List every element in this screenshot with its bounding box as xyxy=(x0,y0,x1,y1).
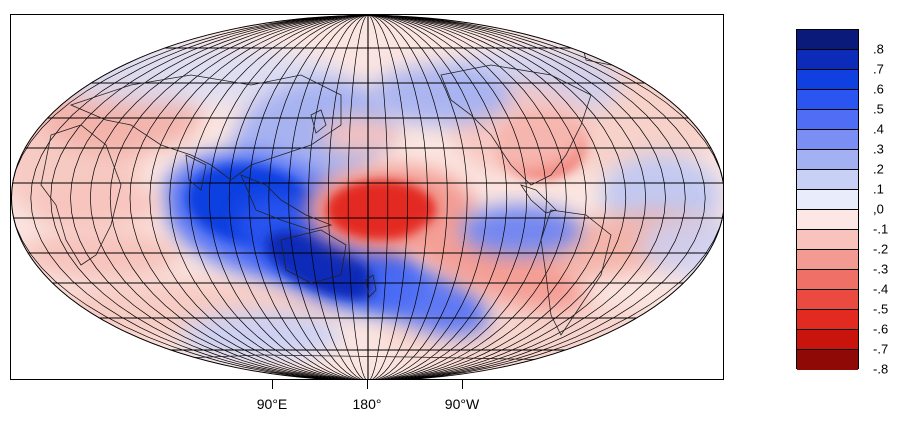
colorbar-cell xyxy=(797,290,858,310)
colorbar xyxy=(796,29,859,370)
colorbar-label: -.4 xyxy=(873,281,889,297)
colorbar-label: .4 xyxy=(873,121,884,137)
colorbar-label: .8 xyxy=(873,41,884,57)
meridian-line xyxy=(367,15,547,379)
colorbar-label: -.7 xyxy=(873,341,889,357)
meridian-line xyxy=(367,15,723,379)
meridian-line xyxy=(367,15,706,379)
colorbar-label: -.2 xyxy=(873,241,889,257)
world-map xyxy=(10,14,724,380)
colorbar-cell xyxy=(797,270,858,290)
colorbar-cell xyxy=(797,190,858,210)
colorbar-cell xyxy=(797,330,858,350)
colorbar-cell xyxy=(797,210,858,230)
coastlines xyxy=(40,34,642,366)
colorbar-cell xyxy=(797,250,858,270)
coastline-path xyxy=(240,174,333,231)
colorbar-label: .3 xyxy=(873,141,884,157)
xtick-label-90w: 90°W xyxy=(444,396,480,412)
meridian-line xyxy=(248,15,369,379)
colorbar-label: .2 xyxy=(873,161,884,177)
colorbar-cell xyxy=(797,110,858,130)
meridian-line xyxy=(89,15,369,379)
anomaly-blob xyxy=(21,230,181,280)
meridian-line xyxy=(367,15,686,379)
colorbar-label: -.3 xyxy=(873,261,889,277)
colorbar-cell xyxy=(797,350,858,370)
colorbar-label: ,0 xyxy=(873,201,884,217)
colorbar-cell xyxy=(797,50,858,70)
meridian-line xyxy=(367,15,587,379)
colorbar-cell xyxy=(797,310,858,330)
meridian-line xyxy=(367,15,508,379)
colorbar-label: .5 xyxy=(873,101,884,117)
meridian-line xyxy=(367,15,488,379)
coastline-path xyxy=(280,229,347,284)
xtick-mark-180 xyxy=(367,380,368,389)
coastline-path xyxy=(310,109,327,134)
meridian-line xyxy=(367,15,567,379)
meridian-line xyxy=(30,15,369,379)
meridian-line xyxy=(129,15,369,379)
colorbar-cell xyxy=(797,30,858,50)
anomaly-blob xyxy=(461,205,581,255)
meridian-line xyxy=(367,15,647,379)
anomaly-blob xyxy=(41,180,161,230)
colorbar-label: -.5 xyxy=(873,301,889,317)
meridian-line xyxy=(228,15,369,379)
meridian-line xyxy=(149,15,369,379)
map-outline xyxy=(11,15,723,379)
meridian-line xyxy=(268,15,369,379)
meridian-line xyxy=(367,15,607,379)
coastline-path xyxy=(40,124,122,266)
colorbar-label: -.6 xyxy=(873,321,889,337)
xtick-mark-90w xyxy=(462,380,463,389)
anomaly-blob xyxy=(321,115,401,155)
meridian-line xyxy=(367,15,528,379)
meridian-line xyxy=(367,15,468,379)
coastline-path xyxy=(520,184,557,214)
anomaly-blob xyxy=(415,228,587,312)
colorbar-cell xyxy=(797,230,858,250)
coastline-path xyxy=(185,154,207,191)
xtick-label-90e: 90°E xyxy=(256,396,288,412)
meridian-line xyxy=(189,15,369,379)
meridian-line xyxy=(367,15,428,379)
colorbar-cell xyxy=(797,130,858,150)
colorbar-cell xyxy=(797,70,858,90)
meridian-line xyxy=(367,15,627,379)
coastline-path xyxy=(540,209,612,336)
colorbar-cell xyxy=(797,90,858,110)
meridian-line xyxy=(208,15,369,379)
colorbar-label: .6 xyxy=(873,81,884,97)
coastline-path xyxy=(69,74,342,181)
meridian-line xyxy=(109,15,369,379)
xtick-label-180: 180° xyxy=(352,396,382,412)
anomaly-blob xyxy=(371,65,511,125)
earth-disc xyxy=(11,15,723,379)
colorbar-label: -.8 xyxy=(873,361,889,377)
meridian-line xyxy=(367,15,666,379)
coastline-path xyxy=(440,64,592,186)
colorbar-label: -.1 xyxy=(873,221,889,237)
colorbar-cell xyxy=(797,170,858,190)
anomaly-blob xyxy=(326,180,436,240)
map-canvas xyxy=(11,15,723,379)
coastline-path xyxy=(580,34,642,66)
coastline-path xyxy=(365,274,377,298)
meridian-line xyxy=(288,15,369,379)
colorbar-label: .7 xyxy=(873,61,884,77)
colorbar-label: .1 xyxy=(873,181,884,197)
anomaly-blob xyxy=(181,310,341,360)
xtick-mark-90e xyxy=(272,380,273,389)
meridian-line xyxy=(367,15,448,379)
colorbar-cell xyxy=(797,150,858,170)
meridian-line xyxy=(11,15,369,379)
anomaly-blob xyxy=(265,230,377,300)
meridian-line xyxy=(169,15,369,379)
